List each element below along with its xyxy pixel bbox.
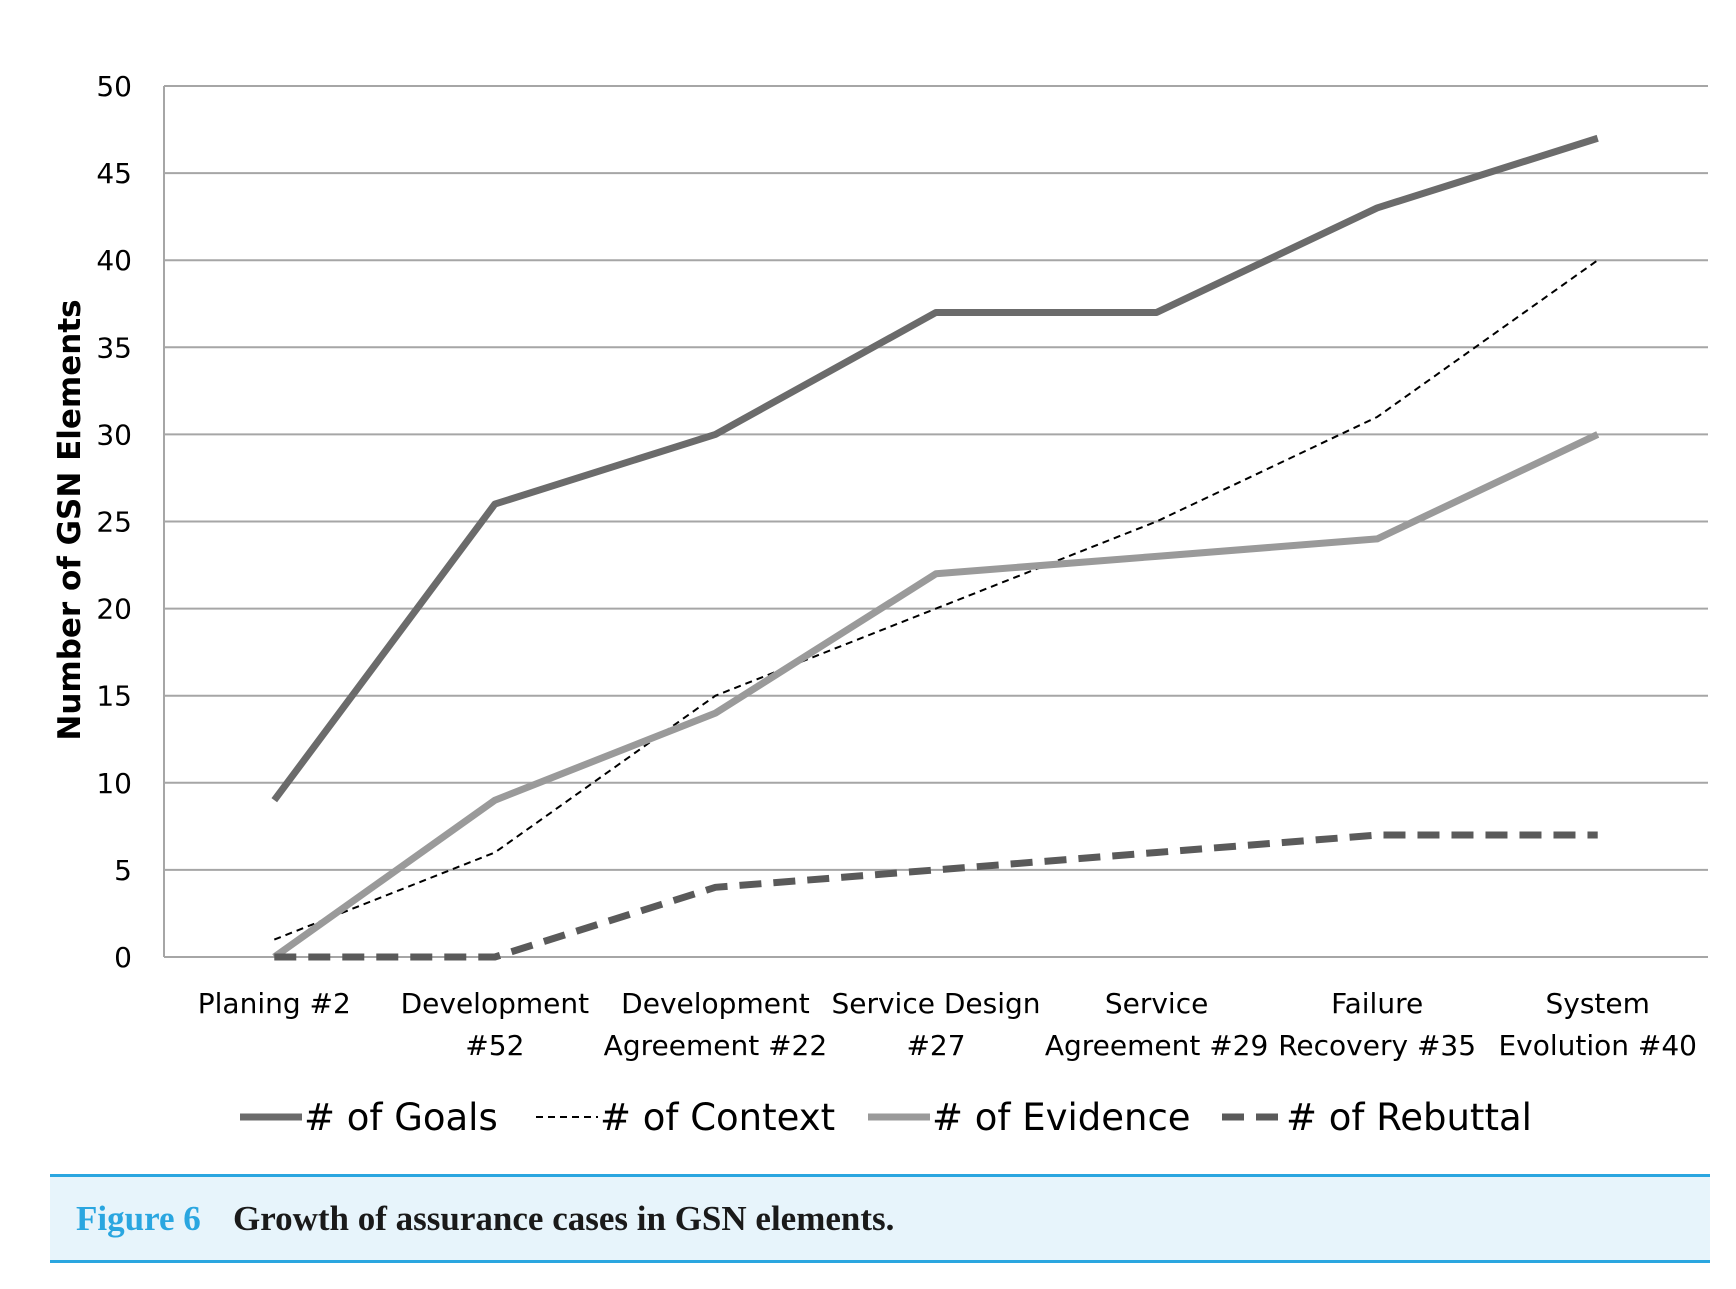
x-tick-label: Development [621,987,810,1020]
x-tick-label: Agreement #22 [604,1029,828,1062]
legend-label: # of Context [600,1096,835,1139]
x-tick-label: Development [401,987,590,1020]
x-tick-label: Evolution #40 [1498,1029,1697,1062]
x-tick-label: Planing #2 [198,987,351,1020]
y-tick-label: 25 [96,506,132,539]
legend: # of Goals # of Context # of Evidence # of … [240,1096,1532,1139]
x-tick-label: #27 [906,1029,965,1062]
x-tick-label: Recovery #35 [1278,1029,1476,1062]
y-tick-label: 50 [96,70,132,103]
y-tick-label: 20 [96,593,132,626]
x-tick-label: Failure [1331,987,1423,1020]
series-line-1 [271,134,1599,803]
y-axis-label: Number of GSN Elements [52,299,88,740]
y-tick-label: 0 [114,941,132,974]
y-tick-label: 35 [96,331,132,364]
figure-caption-text: Growth of assurance cases in GSN element… [233,1199,895,1238]
series-lines [271,134,1600,961]
legend-label: # of Rebuttal [1286,1096,1532,1139]
y-tick-labels: 0 5 10 15 20 25 30 35 40 45 50 [96,70,132,974]
y-tick-label: 30 [96,418,132,451]
x-tick-label: System [1546,987,1650,1020]
figure-label: Figure 6 [76,1199,201,1238]
legend-label: # of Goals [304,1096,498,1139]
series-line-4 [274,831,1598,961]
series-line-3 [272,431,1600,960]
y-tick-label: 10 [96,767,132,800]
series-line-2 [273,259,1599,941]
y-tick-label: 40 [96,244,132,277]
x-tick-label: Service [1105,987,1208,1020]
y-tick-label: 15 [96,680,132,713]
y-tick-label: 45 [96,157,132,190]
grid-lines [163,85,1708,958]
legend-label: # of Evidence [932,1096,1191,1139]
y-tick-label: 5 [114,854,132,887]
figure-caption: Figure 6 Growth of assurance cases in GS… [50,1174,1710,1263]
x-tick-label: Agreement #29 [1045,1029,1269,1062]
x-tick-label: #52 [465,1029,524,1062]
line-chart: 0 5 10 15 20 25 30 35 40 45 50 Planing #2 Developme… [52,70,1708,1139]
x-tick-label: Service Design [831,987,1040,1020]
x-tick-labels: Planing #2 Development #52 Development Agree… [198,987,1697,1062]
